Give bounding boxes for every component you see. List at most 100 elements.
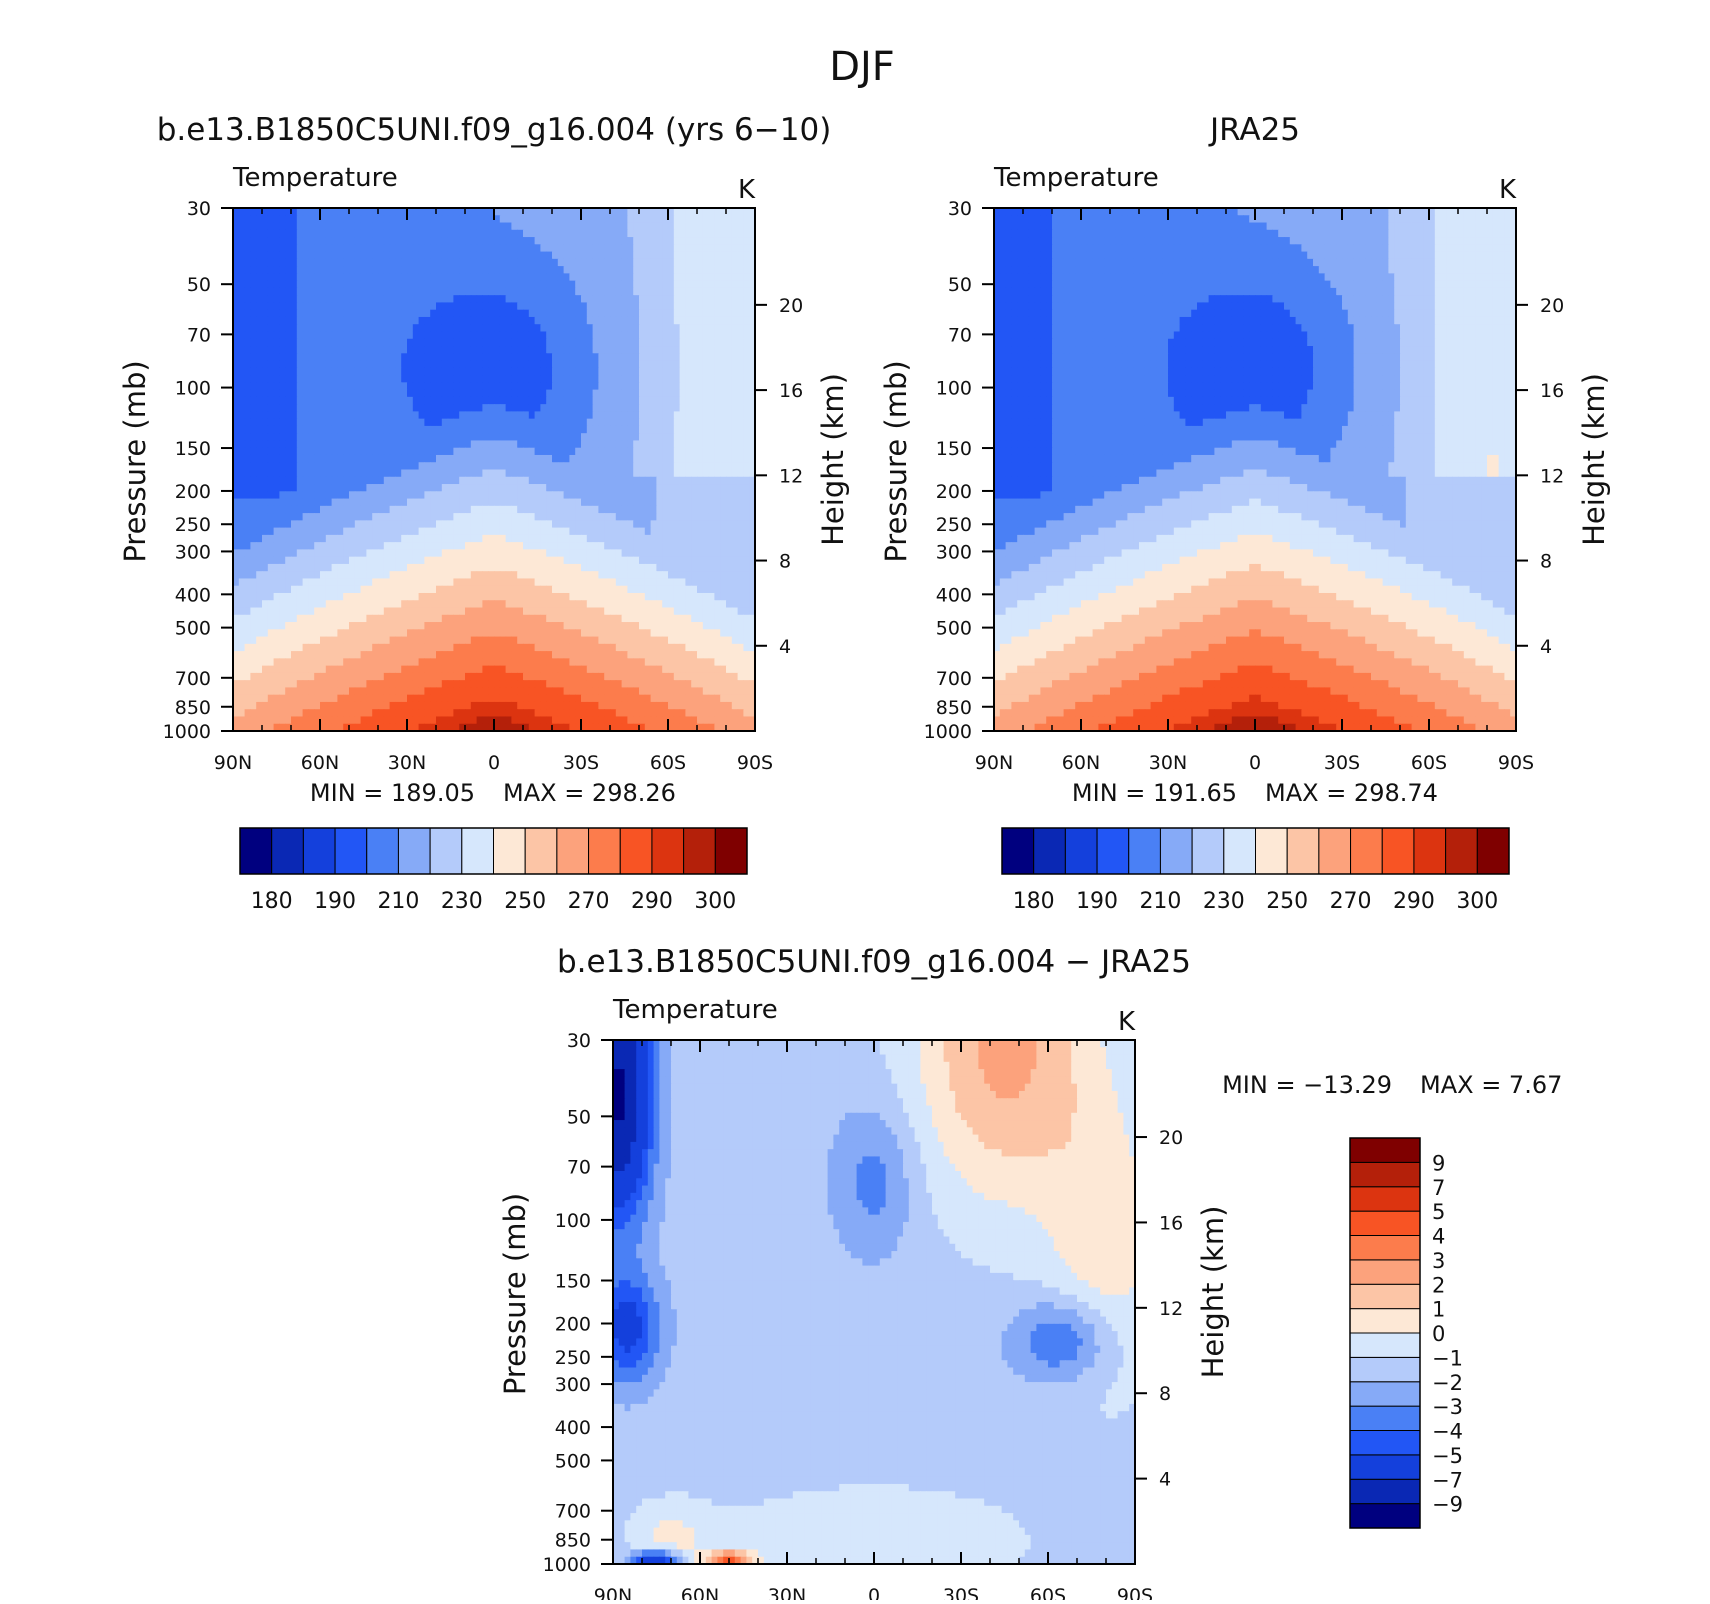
contour-cell (366, 571, 372, 579)
contour-cell (691, 361, 697, 369)
contour-cell (459, 557, 465, 565)
contour-cell (279, 470, 285, 478)
contour-cell (442, 259, 448, 267)
contour-cell (656, 302, 662, 310)
contour-cell (239, 302, 245, 310)
contour-cell (645, 346, 651, 354)
contour-cell (366, 578, 372, 586)
contour-cell (308, 448, 314, 456)
contour-cell (343, 382, 349, 390)
contour-cell (558, 310, 564, 318)
contour-cell (372, 368, 378, 376)
contour-cell (622, 237, 628, 245)
contour-cell (471, 302, 477, 310)
contour-cell (529, 404, 535, 412)
contour-cell (477, 542, 483, 550)
contour-cell (535, 288, 541, 296)
contour-cell (239, 215, 245, 223)
contour-cell (320, 593, 326, 601)
contour-cell (656, 397, 662, 405)
contour-cell (680, 302, 686, 310)
contour-cell (390, 281, 396, 289)
contour-cell (697, 411, 703, 419)
contour-cell (320, 281, 326, 289)
contour-cell (674, 382, 680, 390)
contour-cell (506, 484, 512, 492)
contour-cell (407, 528, 413, 536)
contour-cell (453, 593, 459, 601)
contour-cell (738, 390, 744, 398)
contour-cell (535, 455, 541, 463)
contour-cell (262, 491, 268, 499)
contour-cell (511, 375, 517, 383)
contour-cell (245, 578, 251, 586)
contour-cell (372, 542, 378, 550)
contour-cell (372, 426, 378, 434)
contour-cell (314, 440, 320, 448)
contour-cell (372, 295, 378, 303)
contour-cell (326, 564, 332, 572)
contour-cell (448, 535, 454, 543)
contour-cell (529, 230, 535, 238)
contour-cell (314, 302, 320, 310)
contour-cell (726, 549, 732, 557)
contour-cell (274, 208, 280, 216)
contour-cell (250, 368, 256, 376)
contour-cell (697, 339, 703, 347)
contour-cell (511, 411, 517, 419)
contour-cell (424, 208, 430, 216)
contour-cell (604, 281, 610, 289)
contour-cell (610, 462, 616, 470)
contour-cell (743, 593, 749, 601)
contour-cell (274, 564, 280, 572)
contour-cell (627, 411, 633, 419)
contour-cell (656, 281, 662, 289)
contour-cell (494, 419, 500, 427)
contour-cell (465, 506, 471, 514)
contour-cell (384, 295, 390, 303)
contour-cell (262, 390, 268, 398)
contour-cell (250, 346, 256, 354)
contour-cell (656, 564, 662, 572)
contour-cell (703, 557, 709, 565)
contour-cell (390, 288, 396, 296)
contour-cell (511, 252, 517, 260)
contour-cell (419, 433, 425, 441)
contour-cell (471, 535, 477, 543)
contour-cell (743, 491, 749, 499)
contour-cell (442, 266, 448, 274)
contour-cell (303, 593, 309, 601)
contour-cell (314, 484, 320, 492)
contour-cell (465, 600, 471, 608)
contour-cell (709, 215, 715, 223)
contour-cell (743, 419, 749, 427)
contour-cell (627, 470, 633, 478)
contour-cell (587, 491, 593, 499)
contour-cell (540, 230, 546, 238)
contour-cell (546, 411, 552, 419)
contour-cell (262, 528, 268, 536)
contour-cell (674, 361, 680, 369)
contour-cell (494, 426, 500, 434)
contour-cell (564, 528, 570, 536)
contour-cell (401, 368, 407, 376)
contour-cell (349, 484, 355, 492)
contour-cell (378, 208, 384, 216)
contour-cell (697, 375, 703, 383)
contour-cell (598, 259, 604, 267)
contour-cell (732, 578, 738, 586)
contour-cell (732, 390, 738, 398)
contour-cell (262, 470, 268, 478)
contour-cell (616, 397, 622, 405)
contour-cell (448, 440, 454, 448)
contour-cell (239, 273, 245, 281)
contour-cell (250, 324, 256, 332)
contour-cell (407, 593, 413, 601)
contour-cell (662, 346, 668, 354)
contour-cell (517, 484, 523, 492)
contour-cell (500, 557, 506, 565)
contour-cell (413, 506, 419, 514)
contour-cell (361, 549, 367, 557)
contour-cell (517, 578, 523, 586)
contour-cell (511, 302, 517, 310)
